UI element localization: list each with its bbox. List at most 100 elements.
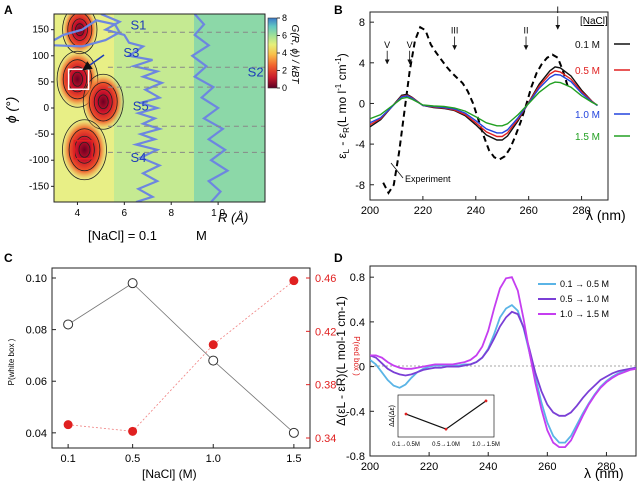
axis-title-y-c-left: P(white box ) [7,338,16,385]
annotation-experiment: Experiment [405,174,451,184]
tick-label-y: 0 [359,98,365,110]
panel-label-b: B [334,3,343,17]
state-boundary-2 [190,14,230,202]
contour-line [68,128,101,172]
tick-label-y-left: 0.06 [26,376,47,388]
legend-label: 0.5 M [575,66,600,77]
tick-label-y: 100 [32,51,49,62]
caption-unit-a: M [196,228,207,243]
ylabel-b-sub2: R [342,127,351,133]
tick-label-y: 0.4 [350,317,365,329]
tick-label-y-left: 0.04 [26,428,47,440]
white-box-point [127,278,138,289]
ylabel-b-mid: - ε [335,132,349,149]
white-box-point [63,319,74,330]
red-box-point [128,426,138,436]
red-box [73,140,94,160]
tick-label-x: 200 [361,205,379,217]
region-label: S2 [248,65,264,80]
inset-tick-label: 1.0→1.5M [472,442,500,448]
tick-label-y: -0.8 [346,451,365,463]
panel-c: 0.10 0.08 0.06 0.04 0.46 0.42 0.38 0.34 0.1 0.5 1.… [7,267,361,481]
red-box-point [289,276,299,286]
ylabel-b-sup1: -1 [334,83,343,91]
tick-label-y: 150 [32,25,49,36]
annotation-experiment-arrow [390,162,404,179]
colorbar-tick-label: 4 [282,48,287,58]
legend-label: 0.1 → 0.5 M [560,279,609,289]
plot-frame-c [51,267,311,449]
legend-label: 1.0 → 1.5 M [560,309,609,319]
tick-label-x: 8 [168,208,174,219]
axis-title-x-d: λ (nm) [584,465,624,481]
colorbar-tick-label: 6 [282,31,287,41]
series-line-2 [370,310,636,417]
inset-point [444,427,448,431]
contour-line [62,119,107,181]
tick-label-x: 1 0 [211,208,225,219]
tick-label-x: 0.5 [125,453,140,465]
tick-label-x: 4 [75,208,81,219]
legend-title-b: [NaCl] [580,16,608,27]
inset-point [404,412,408,416]
tick-label-y: -0.4 [346,406,365,418]
axis-title-x-a: R (Å) [218,210,248,225]
tick-label-x: 280 [572,205,590,217]
tick-label-x: 220 [414,205,432,217]
legend-label: 1.0 M [575,110,600,121]
state-boundary-1 [100,14,165,202]
colorbar-tick-label: 8 [282,13,287,23]
region-label: S1 [130,18,146,33]
ylabel-b-unit2: cm [335,64,349,83]
contour-line [88,82,118,122]
tick-label-x: 1.0 [206,453,221,465]
tick-label-x: 280 [597,461,615,473]
band-marker-label: V [384,40,390,50]
tick-label-x: 220 [420,461,438,473]
contour-line [78,141,91,158]
tick-label-y-left: 0.10 [26,273,47,285]
ylabel-b-epsilon: ε [335,153,349,159]
tick-label-x: 200 [361,461,379,473]
tick-label-x: 6 [122,208,128,219]
tick-label-y: -8 [355,180,365,192]
tick-label-y-right: 0.34 [315,433,336,445]
colorbar [267,17,278,89]
band-marker-label: III [451,26,459,36]
contour-line [71,71,83,87]
contour-line [93,88,113,115]
series-line-1-0-m [370,73,598,134]
tick-label-y: -100 [29,155,49,166]
series-line-white-box [67,282,295,434]
tick-label-y: 0.8 [350,272,365,284]
tick-label-y: 50 [38,77,50,88]
caption-a: [NaCl] = 0.1 [88,228,157,243]
axis-title-y-d: Δ(εL - εR)(L mol-1 cm-1) [334,296,348,426]
tick-label-y-right: 0.46 [315,273,336,285]
inset-frame [397,394,495,438]
plot-frame-b [369,11,609,201]
white-box-point [208,355,219,366]
tick-label-y: 8 [359,17,365,29]
tick-label-y: 0 [43,103,49,114]
legend-label: 0.1 M [575,40,600,51]
band-marker-label: V [407,40,413,50]
tick-label-y: 4 [359,58,365,70]
colorbar-label: G(R, ϕ) / kBT [289,25,300,85]
tick-label-x: 0.1 [60,453,75,465]
region-label: S4 [130,150,146,165]
panel-label-d: D [334,251,343,265]
axis-title-y-b: εL - εR(L mo l-1 cm-1) [334,53,351,158]
ylabel-b-sub1: L [342,148,351,153]
tick-label-y-right: 0.42 [315,326,336,338]
band-marker-label: II [524,26,529,36]
contour-line [82,73,124,130]
white-box-point [288,427,299,438]
tick-label-y: -50 [35,129,50,140]
inset-point [484,399,488,403]
series-line-3 [370,276,636,448]
axis-title-y-a: ϕ (°) [3,97,19,124]
